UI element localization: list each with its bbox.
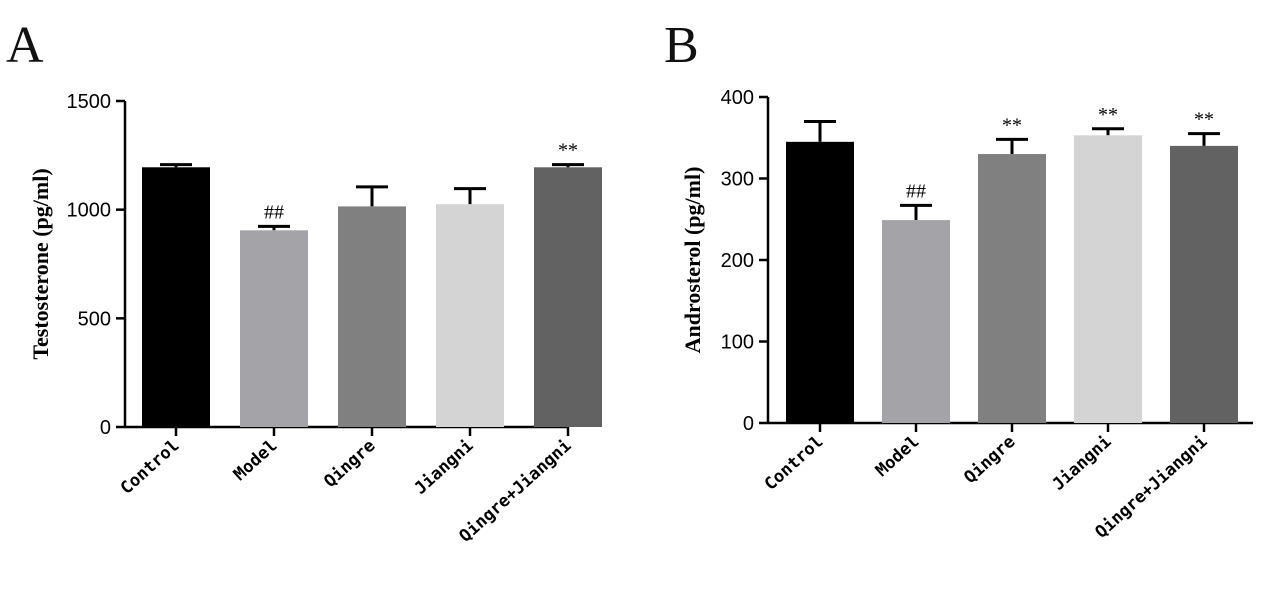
x-tick-label-b: Qingre (960, 432, 1019, 488)
x-tick-label-b: Jiangni (1049, 432, 1116, 495)
panel-label-b: B (664, 17, 699, 74)
panel-label-a: A (6, 17, 44, 74)
bar-a (436, 204, 504, 427)
significance-label-b: ** (1002, 114, 1022, 136)
bar-b (1170, 145, 1238, 423)
significance-label-a: ## (264, 201, 284, 223)
significance-label-b: ** (1098, 104, 1118, 126)
y-axis-label-a: Testosterone (pg/ml) (28, 168, 53, 359)
y-tick-label-b: 0 (743, 413, 754, 435)
y-tick-label-b: 400 (721, 87, 754, 109)
y-tick-label-b: 100 (721, 332, 754, 354)
x-tick-label-b: Control (761, 432, 828, 495)
plot-area-b: 0 100 200 300 400 Control ## Model ** Qingre ** Jia… (721, 87, 1253, 543)
bar-b (1074, 135, 1142, 423)
y-tick-label-a: 1500 (67, 91, 112, 113)
x-tick-label-a: Model (230, 436, 281, 485)
x-tick-label-a: Jiangni (411, 436, 478, 499)
bar-b (978, 154, 1046, 424)
significance-label-a: ** (558, 140, 578, 162)
bar-a (240, 230, 308, 427)
bar-a (338, 206, 406, 427)
x-tick-label-a: Qingre (320, 436, 379, 492)
panel-b: B Androsterol (pg/ml) 0 100 200 300 400 Contr… (664, 17, 1253, 543)
bar-a (534, 167, 602, 427)
bar-b (786, 141, 854, 423)
y-tick-label-b: 200 (721, 250, 754, 272)
y-tick-label-a: 1000 (67, 200, 112, 222)
panel-a: A Testosterone (pg/ml) 0 500 1000 1500 Contr… (6, 17, 602, 547)
bar-a (142, 167, 210, 427)
y-axis-label-b: Androsterol (pg/ml) (680, 167, 705, 354)
x-tick-label-b: Model (872, 432, 923, 481)
bar-b (882, 220, 950, 423)
significance-label-b: ## (906, 180, 926, 202)
significance-label-b: ** (1194, 109, 1214, 131)
y-tick-label-a: 0 (100, 417, 111, 439)
y-tick-label-b: 300 (721, 169, 754, 191)
x-tick-label-a: Control (117, 436, 184, 499)
y-tick-label-a: 500 (78, 308, 111, 330)
plot-area-a: 0 500 1000 1500 Control ## Model Qingre Jiangni *… (67, 91, 602, 547)
